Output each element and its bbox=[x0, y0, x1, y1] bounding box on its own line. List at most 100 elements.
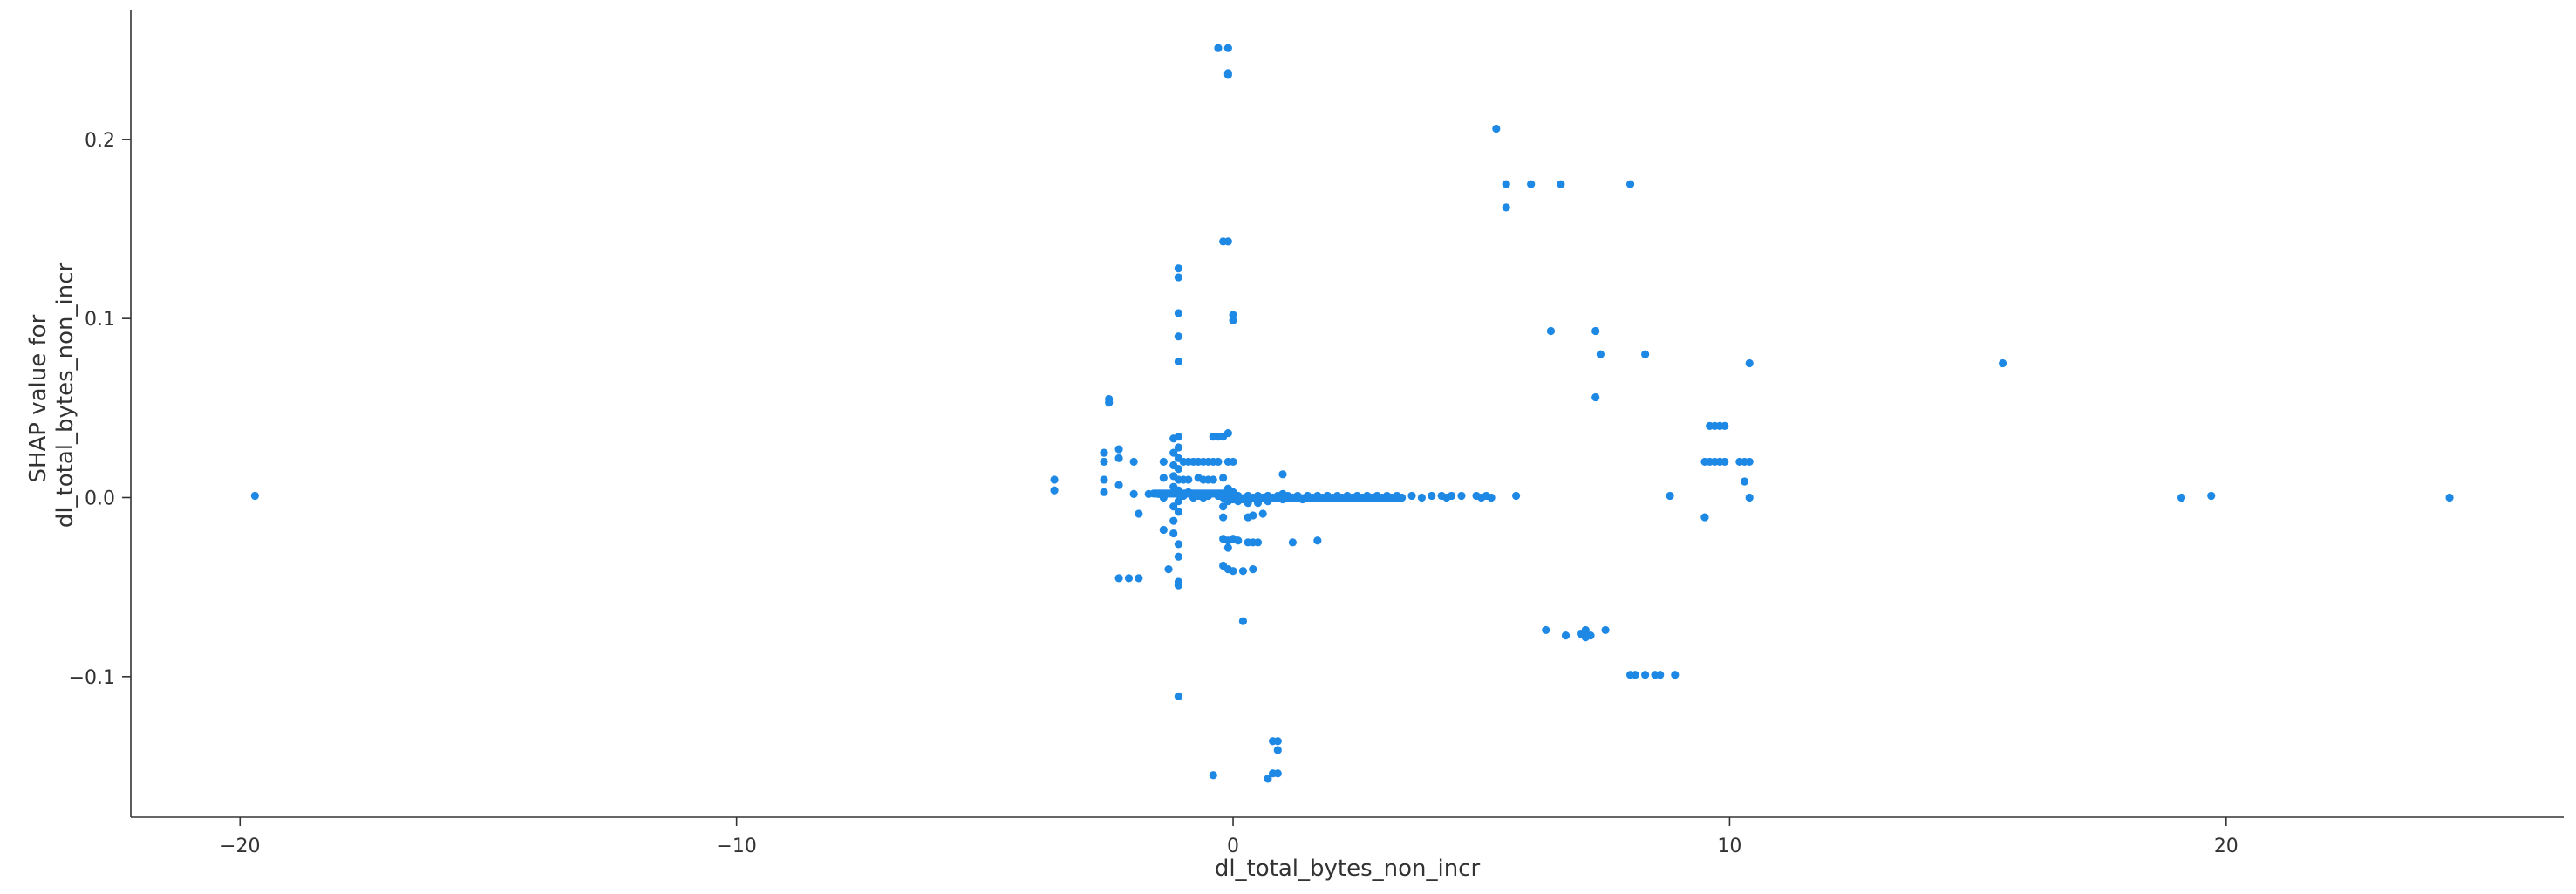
data-point bbox=[1492, 124, 1501, 133]
data-point bbox=[1229, 567, 1237, 576]
data-point bbox=[1557, 180, 1565, 188]
data-point bbox=[1502, 180, 1510, 188]
data-point bbox=[1223, 428, 1232, 438]
data-point bbox=[1666, 491, 1674, 501]
x-tick-label: 20 bbox=[2214, 836, 2239, 857]
data-point bbox=[1396, 494, 1406, 502]
y-axis-label-line-1: SHAP value for bbox=[25, 314, 51, 482]
data-point bbox=[1219, 513, 1228, 522]
data-point bbox=[1745, 457, 1754, 467]
data-point bbox=[1219, 474, 1228, 482]
data-point bbox=[1050, 486, 1059, 495]
data-point bbox=[1174, 581, 1183, 590]
data-point bbox=[1586, 631, 1595, 640]
data-point bbox=[1129, 457, 1138, 467]
data-point bbox=[1159, 474, 1168, 482]
data-point bbox=[1745, 493, 1754, 502]
data-point bbox=[1313, 536, 1322, 545]
data-point bbox=[1511, 491, 1521, 501]
data-point bbox=[1174, 357, 1183, 366]
data-point bbox=[1169, 502, 1178, 511]
data-point bbox=[1174, 309, 1183, 317]
data-point bbox=[1998, 358, 2007, 368]
data-point bbox=[1209, 771, 1217, 780]
data-point bbox=[1596, 350, 1605, 358]
data-point bbox=[1561, 631, 1571, 640]
data-point bbox=[1591, 392, 1600, 402]
data-point bbox=[1174, 552, 1183, 561]
data-point bbox=[1258, 509, 1267, 518]
data-point bbox=[1273, 746, 1282, 754]
data-point bbox=[1249, 511, 1257, 520]
data-point bbox=[2177, 493, 2186, 502]
data-point bbox=[1223, 44, 1232, 52]
data-point bbox=[1214, 44, 1223, 52]
data-point bbox=[1407, 491, 1416, 501]
data-point bbox=[1591, 326, 1600, 336]
x-axis-ticks: −20 −10 0 10 20 bbox=[220, 817, 2239, 857]
y-axis-label-line-2: dl_total_bytes_non_incr bbox=[52, 263, 78, 529]
data-point bbox=[1223, 543, 1232, 552]
x-tick-label: −10 bbox=[716, 836, 756, 857]
data-point bbox=[1174, 496, 1183, 506]
data-point bbox=[1601, 625, 1610, 635]
data-point bbox=[1219, 502, 1228, 511]
data-point bbox=[1656, 671, 1665, 679]
data-point bbox=[1174, 540, 1183, 549]
data-point bbox=[1124, 574, 1134, 583]
y-axis-label: SHAP value for dl_total_bytes_non_incr bbox=[25, 263, 78, 529]
data-point bbox=[1174, 273, 1183, 282]
x-axis-label: dl_total_bytes_non_incr bbox=[1215, 856, 1481, 882]
data-point bbox=[1050, 475, 1059, 484]
data-point bbox=[1249, 565, 1257, 574]
data-point bbox=[1135, 509, 1143, 518]
data-point bbox=[1264, 775, 1272, 783]
data-point bbox=[1114, 574, 1123, 583]
data-point bbox=[1700, 513, 1709, 522]
data-point bbox=[1527, 180, 1536, 188]
data-point bbox=[1641, 671, 1650, 679]
data-point bbox=[1457, 491, 1466, 501]
data-point bbox=[1174, 508, 1183, 516]
data-point bbox=[1229, 457, 1237, 467]
y-tick-label: 0.0 bbox=[85, 488, 115, 509]
data-point bbox=[1169, 529, 1178, 538]
data-point bbox=[1273, 769, 1282, 778]
data-point bbox=[1159, 457, 1168, 467]
data-point bbox=[1273, 737, 1282, 746]
data-point bbox=[1641, 350, 1650, 358]
data-point bbox=[1253, 538, 1263, 547]
data-point bbox=[1174, 465, 1183, 474]
data-point bbox=[1631, 671, 1639, 679]
data-point bbox=[1174, 692, 1183, 701]
data-point bbox=[1278, 470, 1287, 479]
data-point bbox=[1447, 491, 1456, 501]
data-point bbox=[250, 491, 259, 501]
y-tick-label: 0.1 bbox=[85, 309, 115, 331]
data-point bbox=[1105, 399, 1114, 407]
data-point bbox=[1542, 625, 1550, 635]
data-point bbox=[1223, 237, 1232, 246]
y-tick-label: −0.1 bbox=[69, 667, 115, 689]
data-point bbox=[1209, 475, 1217, 484]
data-point bbox=[1745, 358, 1754, 368]
data-point bbox=[1229, 316, 1237, 324]
data-point bbox=[1135, 574, 1143, 583]
data-point bbox=[1214, 457, 1223, 467]
data-point bbox=[1671, 671, 1680, 679]
x-tick-label: 10 bbox=[1717, 836, 1741, 857]
data-point bbox=[2445, 493, 2454, 502]
data-point bbox=[1417, 493, 1427, 502]
data-point bbox=[1721, 421, 1729, 430]
data-point bbox=[2207, 491, 2216, 501]
data-point bbox=[1100, 457, 1108, 467]
data-point bbox=[1164, 565, 1173, 574]
data-point bbox=[1487, 493, 1496, 502]
data-point bbox=[1740, 477, 1749, 486]
data-point bbox=[1238, 567, 1248, 576]
data-point bbox=[1159, 525, 1168, 535]
x-tick-label: 0 bbox=[1227, 836, 1239, 857]
data-point bbox=[1114, 445, 1123, 454]
data-point bbox=[1428, 491, 1436, 501]
